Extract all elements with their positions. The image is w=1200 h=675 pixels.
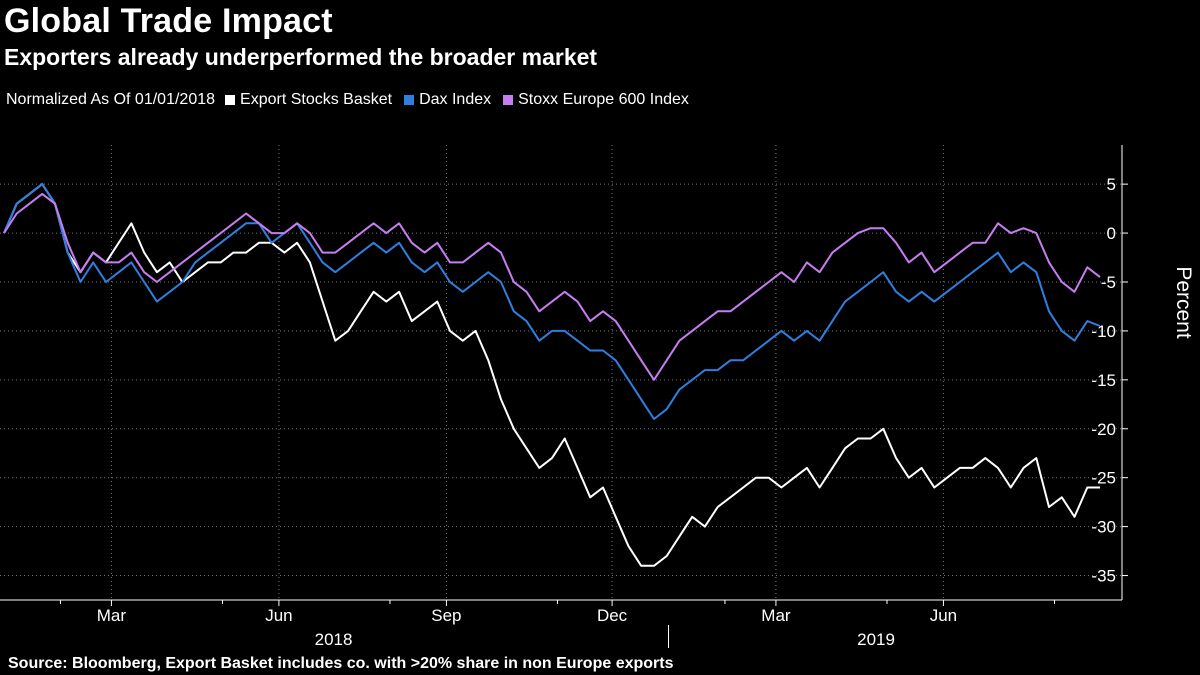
x-tick-label: Jun <box>265 606 292 625</box>
axes: 5 0 -5 -10 -15 -20 -25 -30 -35 Mar Jun Sep Dec Mar Jun… <box>0 145 1195 649</box>
legend-swatch-dax <box>404 95 415 105</box>
year-label: 2019 <box>857 630 895 649</box>
series-line-dax <box>3 183 1101 420</box>
y-tick-label: -15 <box>1091 371 1116 390</box>
series-lines <box>3 183 1101 567</box>
y-tick-label: 0 <box>1107 224 1116 243</box>
series-line-export-basket <box>3 183 1100 567</box>
year-label: 2018 <box>315 630 353 649</box>
y-tick-label: -10 <box>1091 322 1116 341</box>
x-tick-label: Jun <box>930 606 957 625</box>
series-line-stoxx <box>3 192 1101 381</box>
legend-item-stoxx: Stoxx Europe 600 Index <box>503 91 689 109</box>
y-axis-title: Percent <box>1172 266 1195 339</box>
source-note: Source: Bloomberg, Export Basket include… <box>8 655 674 672</box>
x-tick-label: Dec <box>597 606 628 625</box>
y-tick-label: -25 <box>1091 469 1116 488</box>
legend: Normalized As Of 01/01/2018 Export Stock… <box>6 91 701 109</box>
x-tick-label: Sep <box>431 606 461 625</box>
y-tick-label: -5 <box>1101 273 1116 292</box>
y-tick-label: -35 <box>1091 567 1116 586</box>
x-tick-label: Mar <box>761 606 791 625</box>
grid <box>0 145 1122 600</box>
legend-label-dax: Dax Index <box>419 91 492 108</box>
legend-note: Normalized As Of 01/01/2018 <box>6 91 216 108</box>
legend-label-stoxx: Stoxx Europe 600 Index <box>518 91 689 108</box>
legend-item-export-basket: Export Stocks Basket <box>225 91 392 109</box>
y-tick-label: 5 <box>1107 175 1116 194</box>
legend-swatch-export-basket <box>225 95 236 105</box>
y-tick-label: -20 <box>1091 420 1116 439</box>
chart-title: Global Trade Impact <box>4 2 333 40</box>
legend-label-export-basket: Export Stocks Basket <box>240 91 393 108</box>
x-tick-label: Mar <box>97 606 127 625</box>
chart-subtitle: Exporters already underperformed the bro… <box>4 44 598 70</box>
y-tick-label: -30 <box>1091 518 1116 537</box>
legend-item-dax: Dax Index <box>404 91 491 109</box>
legend-swatch-stoxx <box>503 95 514 105</box>
